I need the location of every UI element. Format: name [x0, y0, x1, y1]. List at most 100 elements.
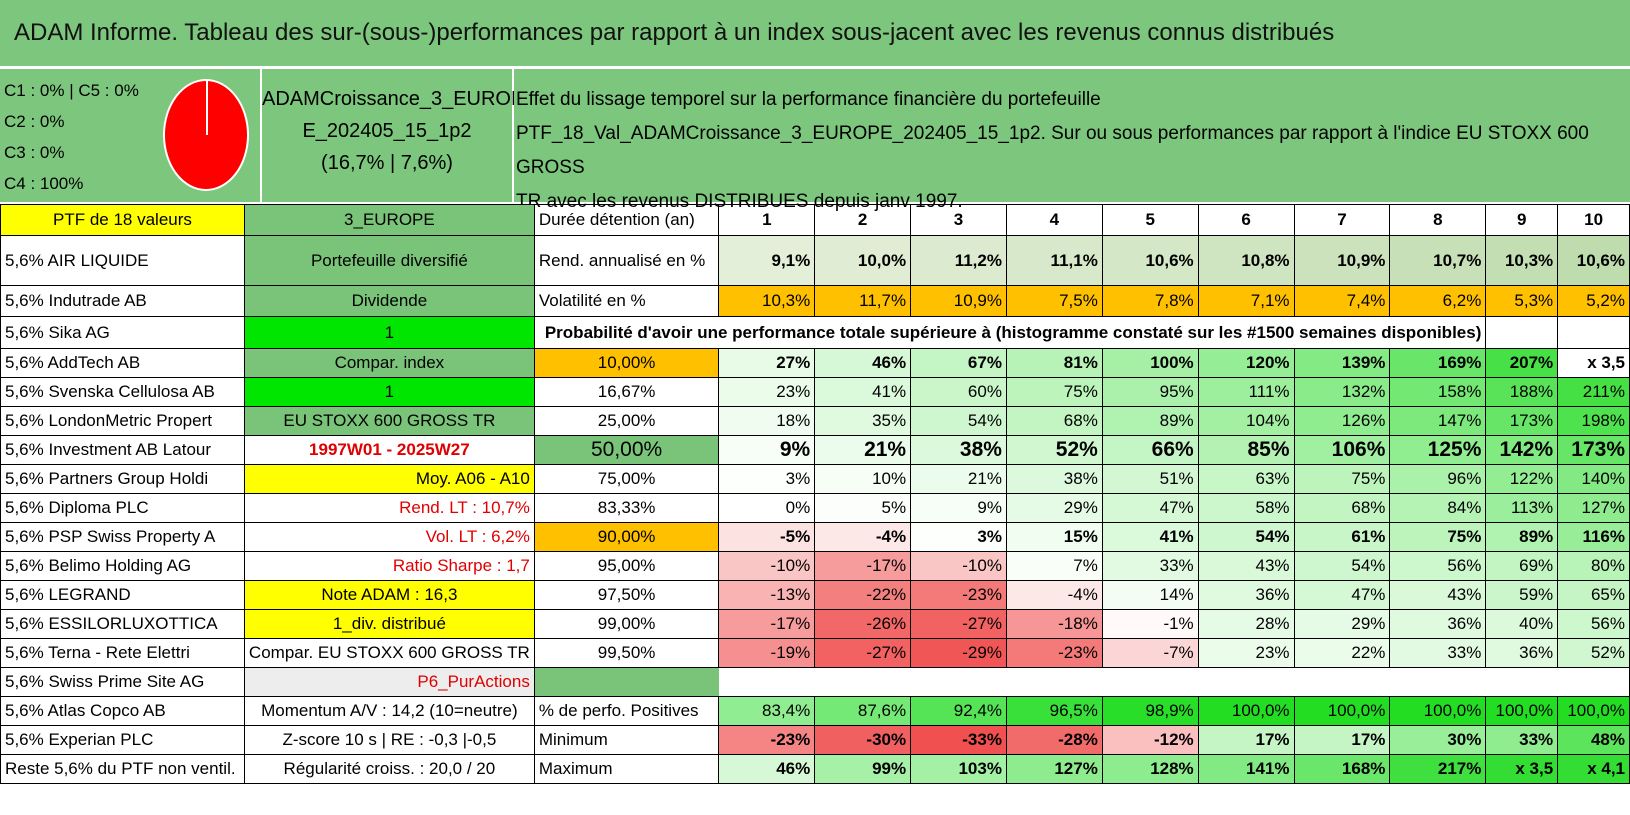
holding-cell: 5,6% Svenska Cellulosa AB: [0, 377, 245, 407]
info-cell: Vol. LT : 6,2%: [243, 522, 535, 552]
holding-cell: 5,6% Terna - Rete Elettri: [0, 638, 245, 668]
value-cell: 58%: [1197, 493, 1295, 523]
value-cell: -4%: [1005, 580, 1103, 610]
value-cell: 28%: [1197, 609, 1295, 639]
info-cell: Compar. EU STOXX 600 GROSS TR: [243, 638, 535, 668]
value-cell: 36%: [1389, 609, 1487, 639]
holding-cell: 5,6% Belimo Holding AG: [0, 551, 245, 581]
value-cell: 59%: [1485, 580, 1559, 610]
value-cell: 168%: [1293, 754, 1391, 784]
value-cell: 5,3%: [1485, 285, 1559, 317]
duration-header-cell: 9: [1485, 204, 1559, 236]
info-cell: Ratio Sharpe : 1,7: [243, 551, 535, 581]
value-cell: -1%: [1101, 609, 1199, 639]
percentile-cell: 95,00%: [533, 551, 720, 581]
value-cell: 113%: [1485, 493, 1559, 523]
value-cell: 100,0%: [1197, 696, 1295, 726]
info-cell: Rend. LT : 10,7%: [243, 493, 535, 523]
value-cell: -23%: [718, 725, 816, 755]
percentile-cell: 50,00%: [533, 435, 720, 465]
duration-header-cell: 2: [814, 204, 912, 236]
report-title: ADAM Informe. Tableau des sur-(sous-)per…: [0, 0, 1630, 66]
value-cell: -27%: [814, 638, 912, 668]
metric-label-cell: % de perfo. Positives: [533, 696, 720, 726]
table-row: 5,6% ESSILORLUXOTTICA 1_div. distribué 99,…: [0, 609, 1630, 639]
value-cell: 66%: [1101, 435, 1199, 465]
value-cell: 15%: [1005, 522, 1103, 552]
value-cell: 21%: [814, 435, 912, 465]
percentile-cell: 97,50%: [533, 580, 720, 610]
description-box: Effet du lissage temporel sur la perform…: [514, 69, 1630, 212]
portfolio-name-line2: E_202405_15_1p2: [302, 120, 472, 142]
portfolio-perf: (16,7% | 7,6%): [321, 152, 453, 174]
holding-cell: 5,6% Experian PLC: [0, 725, 245, 755]
portfolio-name-line1: ADAMCroissance_3_EUROP: [262, 88, 525, 110]
duration-header-cell: 7: [1293, 204, 1391, 236]
value-cell: 47%: [1293, 580, 1391, 610]
value-cell: 126%: [1293, 406, 1391, 436]
value-cell: 23%: [718, 377, 816, 407]
info-cell: Moy. A06 - A10: [243, 464, 535, 494]
info-cell: Portefeuille diversifié: [243, 235, 535, 286]
metric-label-cell: Maximum: [533, 754, 720, 784]
value-cell: 67%: [910, 348, 1007, 378]
holding-cell: 5,6% Partners Group Holdi: [0, 464, 245, 494]
metric-label-cell: Probabilité d'avoir une performance tota…: [533, 316, 1487, 349]
value-cell: -27%: [910, 609, 1007, 639]
value-cell: 198%: [1557, 406, 1630, 436]
value-cell: x 4,1: [1557, 754, 1630, 784]
value-cell: 141%: [1197, 754, 1295, 784]
value-cell: -28%: [1005, 725, 1103, 755]
duration-header-cell: 6: [1197, 204, 1295, 236]
header-panel: C1 : 0% | C5 : 0% C2 : 0% C3 : 0% C4 : 1…: [0, 69, 1630, 212]
value-cell: 38%: [1005, 464, 1103, 494]
value-cell: 33%: [1389, 638, 1487, 668]
value-cell: -10%: [718, 551, 816, 581]
value-cell: 68%: [1005, 406, 1103, 436]
value-cell: 89%: [1101, 406, 1199, 436]
value-cell: -19%: [718, 638, 816, 668]
value-cell: 36%: [1485, 638, 1559, 668]
value-cell: 41%: [814, 377, 912, 407]
value-cell: 52%: [1005, 435, 1103, 465]
metric-label-cell: Minimum: [533, 725, 720, 755]
metric-label-cell: Durée détention (an): [533, 204, 720, 236]
value-cell: 122%: [1485, 464, 1559, 494]
value-cell: 103%: [910, 754, 1007, 784]
value-cell: 188%: [1485, 377, 1559, 407]
value-cell: -29%: [910, 638, 1007, 668]
value-cell: 60%: [910, 377, 1007, 407]
info-cell: Momentum A/V : 14,2 (10=neutre): [243, 696, 535, 726]
value-cell: 87,6%: [814, 696, 912, 726]
info-cell: P6_PurActions: [243, 667, 535, 697]
value-cell: 18%: [718, 406, 816, 436]
value-cell: 43%: [1389, 580, 1487, 610]
table-row: 5,6% Experian PLC Z-score 10 s | RE : -0,…: [0, 725, 1630, 755]
category-c4: C4 : 100%: [4, 174, 84, 193]
info-cell: Compar. index: [243, 348, 535, 378]
value-cell: 100,0%: [1485, 696, 1559, 726]
duration-header-cell: 5: [1101, 204, 1199, 236]
info-cell: 1997W01 - 2025W27: [243, 435, 535, 465]
table-row: PTF de 18 valeurs 3_EUROPE Durée détention…: [0, 204, 1630, 236]
value-cell: 17%: [1293, 725, 1391, 755]
value-cell: 100,0%: [1389, 696, 1487, 726]
value-cell: 46%: [814, 348, 912, 378]
value-cell: 22%: [1293, 638, 1391, 668]
value-cell: -17%: [718, 609, 816, 639]
value-cell: 83,4%: [718, 696, 816, 726]
category-pie-chart: [163, 79, 249, 191]
value-cell: 7,5%: [1005, 285, 1103, 317]
value-cell: 29%: [1005, 493, 1103, 523]
table-row: 5,6% AIR LIQUIDE Portefeuille diversifié R…: [0, 235, 1630, 286]
table-row: 5,6% LEGRAND Note ADAM : 16,3 97,50% -13% -2…: [0, 580, 1630, 610]
percentile-cell: 75,00%: [533, 464, 720, 494]
value-cell: 7,8%: [1101, 285, 1199, 317]
value-cell: 10,0%: [814, 235, 912, 286]
value-cell: 68%: [1293, 493, 1391, 523]
value-cell: 75%: [1005, 377, 1103, 407]
info-cell: Z-score 10 s | RE : -0,3 |-0,5: [243, 725, 535, 755]
value-cell: 9%: [910, 493, 1007, 523]
value-cell: 52%: [1557, 638, 1630, 668]
value-cell: 89%: [1485, 522, 1559, 552]
